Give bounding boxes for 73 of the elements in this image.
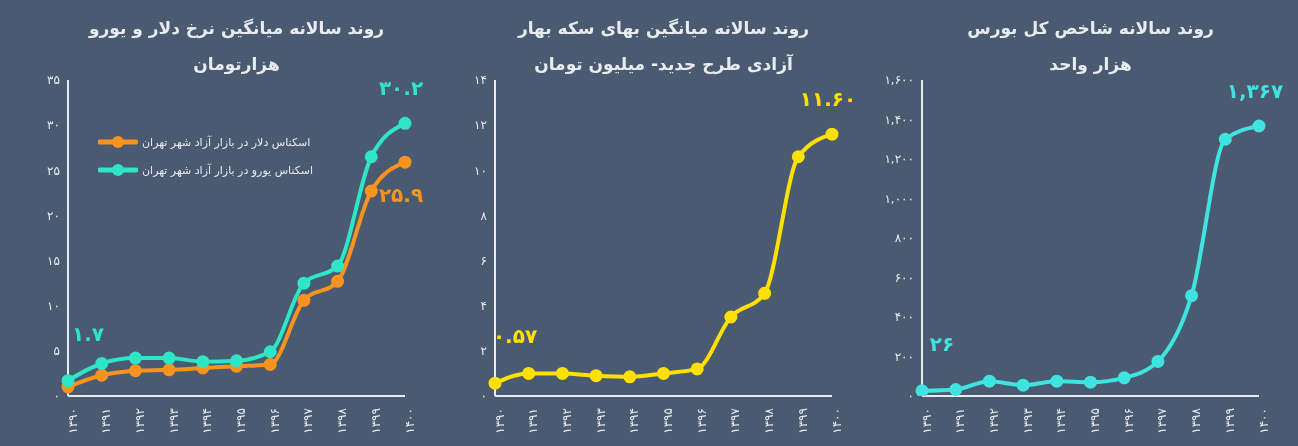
y-tick-label: ۱۴ bbox=[474, 73, 487, 88]
y-tick-label: ۱۵ bbox=[47, 253, 60, 268]
x-tick-label: ۱۳۹۸ bbox=[1189, 407, 1204, 434]
chart-subtitle: آزادی طرح جدید- میلیون تومان bbox=[534, 54, 793, 74]
x-tick-label: ۱۳۹۴ bbox=[1054, 408, 1069, 434]
y-tick-label: ۲ bbox=[480, 344, 487, 359]
y-tick-label: ۶ bbox=[480, 253, 487, 268]
y-tick-label: ۲۵ bbox=[47, 163, 60, 178]
x-tick-label: ۱۳۹۶ bbox=[694, 408, 709, 434]
legend-label: اسکناس دلار در بازار آزاد شهر تهران bbox=[142, 135, 311, 149]
chart-title: روند سالانه شاخص کل بورس bbox=[966, 17, 1215, 41]
x-tick-label: ۱۳۹۹ bbox=[1222, 408, 1237, 434]
x-tick-label: ۱۳۹۰ bbox=[919, 408, 934, 434]
y-tick-label: ۱,۰۰۰ bbox=[884, 191, 914, 206]
x-tick-label: ۱۳۹۸ bbox=[762, 407, 777, 434]
x-tick-label: ۱۳۹۹ bbox=[368, 408, 383, 434]
y-tick-label: ۸ bbox=[480, 208, 488, 223]
data-label: ۱.۷ bbox=[71, 321, 105, 346]
chart-title: روند سالانه میانگین بهای سکه بهار bbox=[516, 17, 811, 41]
y-tick-label: ۰ bbox=[907, 389, 914, 404]
x-tick-label: ۱۳۹۵ bbox=[1088, 408, 1103, 434]
y-tick-label: ۴ bbox=[480, 298, 487, 313]
y-tick-label: ۲۰ bbox=[47, 208, 60, 223]
chart-title: روند سالانه میانگین نرخ دلار و یورو bbox=[87, 17, 386, 41]
x-tick-label: ۱۴۰۰ bbox=[402, 408, 417, 434]
x-tick-label: ۱۳۹۷ bbox=[301, 407, 316, 434]
x-tick-label: ۱۳۹۱ bbox=[526, 408, 541, 434]
y-tick-label: ۰ bbox=[480, 389, 487, 404]
x-tick-label: ۱۳۹۴ bbox=[627, 408, 642, 434]
x-tick-label: ۱۳۹۹ bbox=[795, 408, 810, 434]
x-tick-label: ۱۳۹۱ bbox=[99, 408, 114, 434]
x-tick-label: ۱۳۹۰ bbox=[65, 408, 80, 434]
x-tick-label: ۱۳۹۳ bbox=[1020, 407, 1035, 434]
y-tick-label: ۴۰۰ bbox=[894, 310, 914, 325]
x-tick-label: ۱۳۹۰ bbox=[492, 408, 507, 434]
x-tick-label: ۱۳۹۳ bbox=[166, 407, 181, 434]
y-tick-label: ۱,۶۰۰ bbox=[884, 73, 914, 88]
x-tick-label: ۱۳۹۱ bbox=[953, 408, 968, 434]
x-tick-label: ۱۳۹۵ bbox=[234, 408, 249, 434]
chart-subtitle: هزار واحد bbox=[1049, 54, 1132, 74]
data-label: ۲۵.۹ bbox=[378, 183, 424, 208]
y-tick-label: ۸۰۰ bbox=[894, 231, 914, 246]
y-tick-label: ۱,۲۰۰ bbox=[884, 152, 914, 167]
y-tick-label: ۱,۴۰۰ bbox=[884, 112, 914, 127]
data-label: ۳۰.۲ bbox=[378, 76, 424, 101]
y-tick-label: ۱۰ bbox=[474, 163, 487, 178]
x-tick-label: ۱۳۹۶ bbox=[1121, 408, 1136, 434]
x-tick-label: ۱۳۹۴ bbox=[200, 408, 215, 434]
x-tick-label: ۱۳۹۲ bbox=[132, 408, 147, 434]
x-tick-label: ۱۳۹۶ bbox=[267, 408, 282, 434]
y-tick-label: ۱۰ bbox=[47, 298, 60, 313]
x-tick-label: ۱۳۹۸ bbox=[335, 407, 350, 434]
y-tick-label: ۳۰ bbox=[47, 118, 60, 133]
legend-label: اسکناس یورو در بازار آزاد شهر تهران bbox=[142, 163, 314, 177]
data-label: ۱۱.۶۰ bbox=[799, 87, 857, 112]
y-tick-label: ۳۵ bbox=[47, 73, 60, 88]
x-tick-label: ۱۳۹۲ bbox=[559, 408, 574, 434]
x-tick-label: ۱۳۹۷ bbox=[728, 407, 743, 434]
x-tick-label: ۱۳۹۲ bbox=[986, 408, 1001, 434]
x-tick-label: ۱۳۹۳ bbox=[593, 407, 608, 434]
chart-subtitle: هزارتومان bbox=[193, 54, 280, 74]
y-tick-label: ۰ bbox=[53, 389, 60, 404]
y-tick-label: ۵ bbox=[53, 344, 60, 359]
x-tick-label: ۱۳۹۷ bbox=[1155, 407, 1170, 434]
data-label: ۰.۵۷ bbox=[492, 324, 538, 349]
y-tick-label: ۱۲ bbox=[474, 118, 487, 133]
x-tick-label: ۱۴۰۰ bbox=[1256, 408, 1271, 434]
y-tick-label: ۲۰۰ bbox=[894, 349, 914, 364]
data-label: ۱,۳۶۷ bbox=[1226, 79, 1284, 104]
y-tick-label: ۶۰۰ bbox=[894, 270, 914, 285]
x-tick-label: ۱۴۰۰ bbox=[829, 408, 844, 434]
x-tick-label: ۱۳۹۵ bbox=[661, 408, 676, 434]
data-label: ۲۶ bbox=[929, 331, 955, 356]
